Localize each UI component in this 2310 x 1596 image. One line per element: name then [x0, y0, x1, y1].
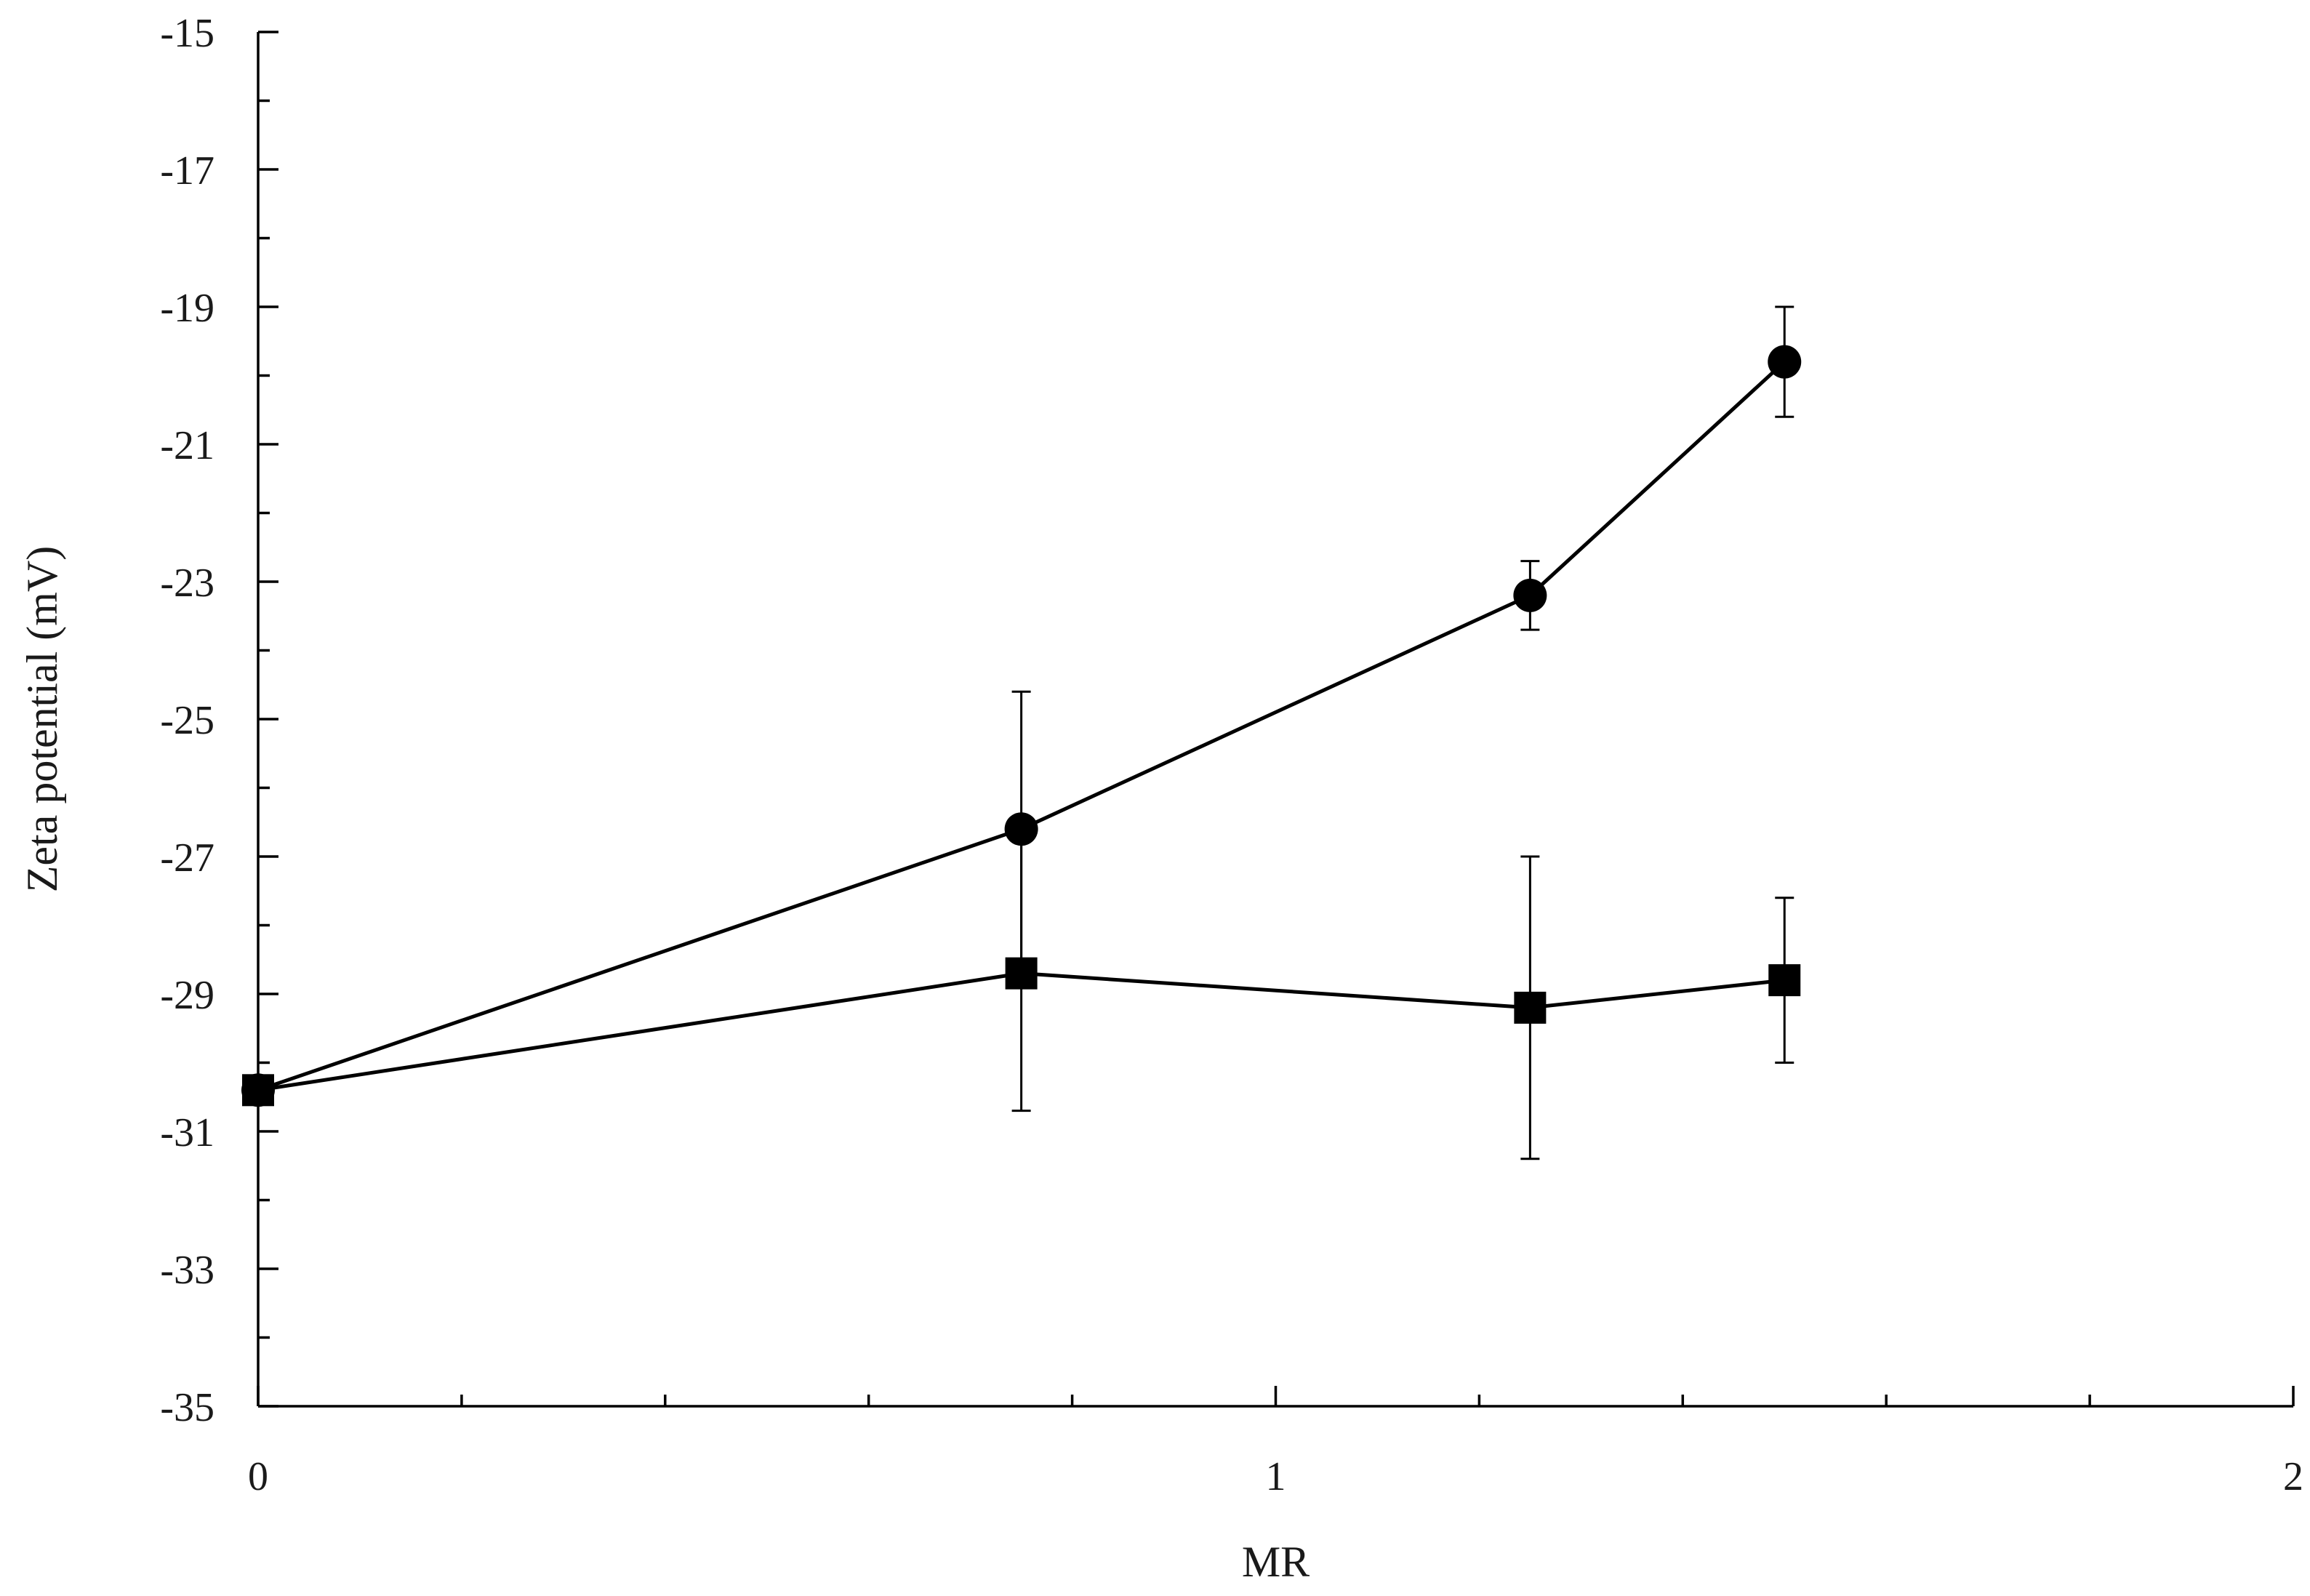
y-tick-label: -25: [160, 698, 214, 743]
y-tick-label: -29: [160, 973, 214, 1018]
y-tick-label: -33: [160, 1248, 214, 1293]
data-point-circle: [1768, 345, 1802, 379]
x-axis-ticks: 0 1 2: [248, 1386, 2303, 1499]
data-point-circle: [1513, 578, 1547, 612]
series-line: [257, 360, 1786, 1092]
series-layer: [241, 305, 1802, 1160]
x-axis-title: MR: [1242, 1538, 1310, 1586]
data-point-square: [1768, 964, 1801, 997]
y-axis-title: Zeta potential (mV): [18, 546, 66, 892]
y-tick-label: -35: [160, 1385, 214, 1430]
series-2: [242, 835, 1801, 1160]
x-tick-label: 1: [1266, 1454, 1286, 1499]
y-tick-label: -31: [160, 1110, 214, 1155]
axes: [257, 32, 2293, 1408]
series-line: [257, 971, 1785, 1092]
y-axis-ticks: -35 -33 -31 -29 -27 -25 -23 -21 -19 -17 -15: [160, 11, 278, 1430]
data-point-square: [1005, 957, 1038, 990]
y-tick-label: -23: [160, 561, 214, 606]
x-tick-label: 2: [2283, 1454, 2303, 1499]
x-tick-label: 0: [248, 1454, 268, 1499]
y-tick-label: -15: [160, 11, 214, 56]
y-tick-label: -19: [160, 286, 214, 331]
data-point-circle: [1004, 812, 1038, 846]
data-point-square: [1514, 991, 1547, 1024]
y-tick-label: -27: [160, 835, 214, 881]
y-tick-label: -17: [160, 148, 214, 193]
data-point-square: [242, 1074, 274, 1107]
y-tick-label: -21: [160, 423, 214, 468]
